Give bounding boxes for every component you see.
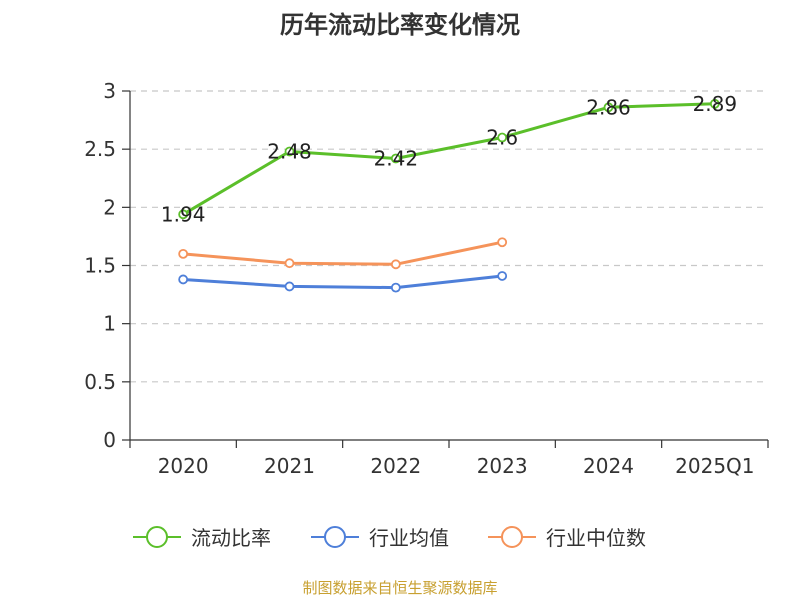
x-tick-label: 2023 (477, 454, 528, 478)
legend-marker-icon (324, 526, 346, 548)
legend-item[interactable]: 行业中位数 (488, 526, 646, 550)
data-label: 2.48 (267, 139, 312, 163)
chart-title: 历年流动比率变化情况 (280, 11, 520, 39)
legend-marker-icon (146, 526, 168, 548)
source-footer: 制图数据来自恒生聚源数据库 (302, 579, 498, 597)
data-point (709, 98, 720, 109)
data-point (497, 237, 508, 248)
data-point (178, 248, 189, 259)
data-label: 2.42 (374, 146, 419, 170)
data-point (390, 259, 401, 270)
series-line (183, 240, 503, 266)
y-tick-label: 0.5 (84, 370, 116, 394)
x-tick-label: 2025Q1 (675, 454, 754, 478)
data-label: 2.89 (693, 92, 738, 116)
axes: 0 0.5 1 1.5 2 2.5 3 2020 2021 2022 2023 2024 2025Q1 (84, 79, 769, 478)
data-label: 2.86 (586, 95, 631, 119)
data-point (178, 274, 189, 285)
legend-marker-icon (501, 526, 523, 548)
legend[interactable]: 流动比率 行业均值 行业中位数 (133, 526, 646, 550)
x-tick-label: 2021 (264, 454, 315, 478)
x-tick-label: 2024 (583, 454, 634, 478)
data-point (284, 281, 295, 292)
y-tick-label: 2 (103, 195, 116, 219)
legend-label: 流动比率 (191, 526, 271, 550)
data-point (497, 271, 508, 281)
y-tick-label: 0 (103, 428, 116, 452)
data-point (178, 209, 189, 220)
series-group (178, 98, 720, 293)
data-point (284, 146, 295, 157)
x-tick-label: 2022 (370, 454, 421, 478)
data-labels: 1.94 2.48 2.42 2.6 2.86 2.89 (161, 92, 737, 227)
y-tick-label: 1.5 (84, 254, 116, 278)
series-line (183, 274, 503, 290)
data-point (390, 153, 401, 164)
legend-item[interactable]: 行业均值 (311, 526, 449, 550)
data-label: 1.94 (161, 202, 206, 226)
legend-label: 行业中位数 (546, 526, 646, 550)
x-tick-label: 2020 (158, 454, 209, 478)
y-tick-label: 1 (103, 312, 116, 336)
data-point (284, 258, 295, 269)
grid-lines (130, 90, 768, 383)
y-tick-label: 2.5 (84, 137, 116, 161)
data-point (390, 282, 401, 293)
data-point (603, 102, 614, 113)
legend-label: 行业均值 (369, 526, 449, 550)
series-line (182, 102, 715, 216)
y-tick-label: 3 (103, 79, 116, 103)
data-point (497, 132, 508, 143)
legend-item[interactable]: 流动比率 (133, 526, 271, 550)
data-label: 2.6 (486, 126, 518, 150)
